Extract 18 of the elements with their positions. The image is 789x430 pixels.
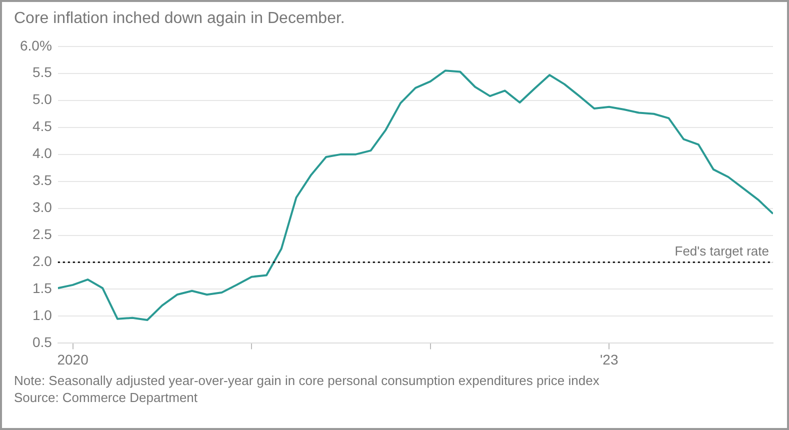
chart-title: Core inflation inched down again in December. [14,10,346,28]
y-tick-label: 2.0 [32,253,52,270]
text: Note: Seasonally adjusted year-over-year gain in core personal consumption expenditures price index [14,372,600,389]
source-note: Source: Commerce Department [14,389,199,406]
y-tick-label: 3.5 [32,172,52,188]
y-tick-label: 4.5 [32,118,52,134]
y-tick-label: 2.5 [32,226,52,242]
y-tick-label: 5.0 [32,91,52,108]
y-tick-label: 3.0 [32,199,52,216]
x-tick-label: '23 [600,351,618,368]
y-tick-label: 5.5 [32,64,52,80]
ref-line-label: Fed's target rate [674,243,769,258]
x-tick-label: 2020 [57,351,89,368]
y-tick-label: 1.0 [32,307,52,324]
y-tick-label: 0.5 [32,334,52,350]
y-tick-label: 1.5 [32,280,52,296]
y-tick-label: 6.0% [20,37,52,54]
y-tick-label: 4.0 [32,145,52,162]
